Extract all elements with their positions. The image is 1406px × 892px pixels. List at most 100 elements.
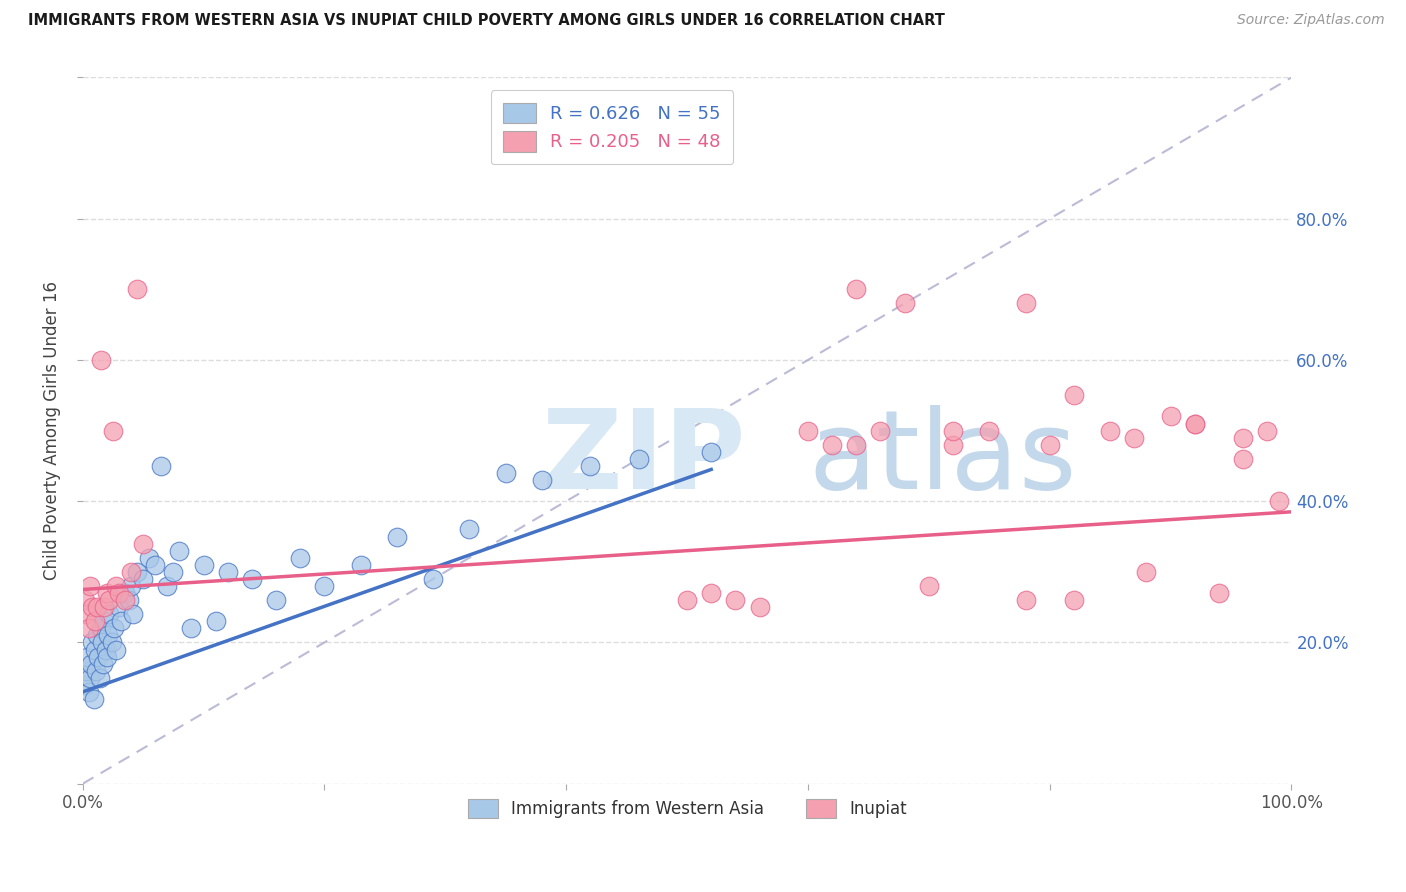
Point (150, 458, 173, 473)
Point (143, 558, 166, 572)
Point (125, 565, 148, 579)
Point (83, 692, 105, 706)
Point (96, 586, 118, 600)
Point (91, 657, 114, 671)
Point (87, 649, 110, 664)
Point (748, 600, 770, 615)
Point (86, 628, 108, 642)
Point (1063, 593, 1085, 607)
Point (422, 572, 444, 586)
Point (700, 586, 723, 600)
Point (132, 536, 155, 550)
Point (120, 565, 142, 579)
Point (114, 586, 136, 600)
Point (79, 671, 101, 685)
Point (193, 558, 215, 572)
Point (80, 657, 103, 671)
Point (1123, 431, 1146, 445)
Point (76, 649, 98, 664)
Point (105, 579, 128, 593)
Point (156, 579, 179, 593)
Point (82, 600, 104, 615)
Text: Source: ZipAtlas.com: Source: ZipAtlas.com (1237, 13, 1385, 28)
Point (1135, 565, 1157, 579)
Point (83, 615, 105, 629)
Point (108, 600, 131, 615)
Point (1256, 424, 1278, 438)
Point (100, 635, 122, 649)
Point (75, 593, 97, 607)
Point (75, 607, 97, 622)
Point (91, 635, 114, 649)
Point (1232, 451, 1254, 466)
Text: atlas: atlas (808, 405, 1077, 512)
Point (893, 296, 915, 310)
Point (90, 353, 112, 368)
Y-axis label: Child Poverty Among Girls Under 16: Child Poverty Among Girls Under 16 (44, 281, 60, 580)
Point (918, 579, 941, 593)
Point (110, 615, 132, 629)
Point (217, 565, 239, 579)
Point (845, 438, 868, 452)
Point (579, 458, 602, 473)
Point (114, 593, 136, 607)
Point (84, 664, 107, 678)
Point (89, 671, 111, 685)
Point (86, 600, 108, 615)
Point (169, 543, 191, 558)
Point (385, 529, 408, 543)
Point (108, 586, 131, 600)
Point (1014, 593, 1036, 607)
Point (90, 621, 112, 635)
Point (724, 593, 747, 607)
Point (676, 593, 699, 607)
Point (132, 572, 155, 586)
Legend: Immigrants from Western Asia, Inupiat: Immigrants from Western Asia, Inupiat (461, 792, 914, 825)
Point (495, 466, 517, 480)
Point (75, 664, 97, 678)
Point (120, 579, 142, 593)
Point (96, 649, 118, 664)
Point (98, 593, 121, 607)
Point (942, 438, 965, 452)
Point (204, 615, 226, 629)
Point (627, 451, 650, 466)
Point (458, 523, 481, 537)
Text: IMMIGRANTS FROM WESTERN ASIA VS INUPIAT CHILD POVERTY AMONG GIRLS UNDER 16 CORRE: IMMIGRANTS FROM WESTERN ASIA VS INUPIAT … (28, 13, 945, 29)
Point (290, 550, 312, 565)
Point (1039, 438, 1062, 452)
Point (138, 550, 160, 565)
Point (1232, 431, 1254, 445)
Point (942, 424, 965, 438)
Point (93, 615, 115, 629)
Text: ZIP: ZIP (541, 405, 745, 512)
Point (1063, 388, 1085, 402)
Point (105, 642, 128, 657)
Point (180, 621, 202, 635)
Point (1160, 409, 1182, 424)
Point (845, 282, 868, 296)
Point (350, 558, 373, 572)
Point (1184, 417, 1206, 431)
Point (797, 424, 820, 438)
Point (82, 635, 104, 649)
Point (700, 444, 723, 458)
Point (530, 473, 553, 487)
Point (1014, 296, 1036, 310)
Point (1208, 586, 1230, 600)
Point (93, 600, 115, 615)
Point (75, 678, 97, 692)
Point (979, 424, 1001, 438)
Point (122, 607, 145, 622)
Point (125, 282, 148, 296)
Point (264, 593, 287, 607)
Point (314, 579, 336, 593)
Point (97, 628, 120, 642)
Point (83, 642, 105, 657)
Point (103, 621, 125, 635)
Point (79, 579, 101, 593)
Point (101, 424, 124, 438)
Point (869, 424, 891, 438)
Point (1184, 417, 1206, 431)
Point (162, 565, 184, 579)
